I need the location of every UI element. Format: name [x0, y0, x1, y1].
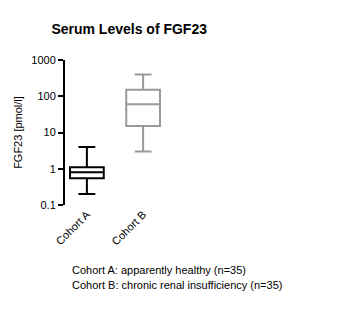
svg-text:Cohort A: apparently healthy (: Cohort A: apparently healthy (n=35) — [72, 264, 246, 276]
svg-text:Cohort A: Cohort A — [53, 208, 92, 247]
svg-text:Cohort B: chronic renal insuff: Cohort B: chronic renal insufficiency (n… — [72, 279, 282, 291]
svg-text:FGF23 [pmol/l]: FGF23 [pmol/l] — [12, 96, 24, 169]
svg-text:1: 1 — [50, 163, 56, 175]
svg-text:Serum Levels of FGF23: Serum Levels of FGF23 — [51, 21, 207, 37]
svg-text:100: 100 — [37, 90, 55, 102]
svg-text:0.1: 0.1 — [41, 199, 56, 211]
svg-text:10: 10 — [44, 126, 56, 138]
svg-text:1000: 1000 — [31, 54, 55, 66]
svg-text:Cohort B: Cohort B — [109, 208, 148, 247]
